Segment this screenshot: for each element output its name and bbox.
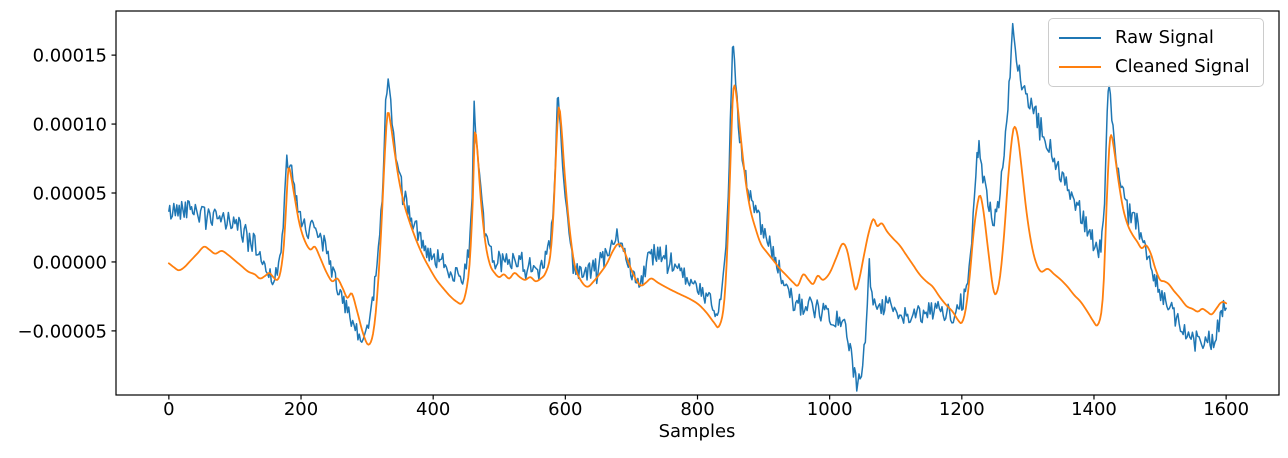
x-tick-label-0: 0 <box>163 399 174 420</box>
x-axis-tick-labels: 0 200 400 600 800 1000 1200 1400 1600 <box>163 399 1249 420</box>
x-axis-label: Samples <box>658 421 736 442</box>
y-tick-label-1: 0.00000 <box>33 252 107 273</box>
x-tick-label-600: 600 <box>548 399 582 420</box>
cleaned-signal-line <box>167 84 1228 346</box>
y-axis-tick-labels: −0.00005 0.00000 0.00005 0.00010 0.00015 <box>17 46 107 343</box>
x-tick-label-1200: 1200 <box>939 399 985 420</box>
raw-signal-line <box>168 22 1227 392</box>
legend-entry-raw-signal: Raw Signal <box>1059 26 1253 50</box>
x-tick-label-200: 200 <box>284 399 318 420</box>
y-tick-label-4: 0.00015 <box>33 46 107 67</box>
x-tick-label-1600: 1600 <box>1203 399 1249 420</box>
legend: Raw Signal Cleaned Signal <box>1048 18 1264 87</box>
legend-line-cleaned-icon <box>1059 66 1101 68</box>
legend-line-raw-icon <box>1059 37 1101 39</box>
x-tick-label-400: 400 <box>416 399 450 420</box>
y-tick-label-2: 0.00005 <box>33 184 107 205</box>
y-tick-label-3: 0.00010 <box>33 115 107 136</box>
legend-label-raw-signal: Raw Signal <box>1115 27 1214 48</box>
x-axis-ticks <box>168 395 1227 400</box>
legend-label-cleaned-signal: Cleaned Signal <box>1115 56 1250 77</box>
y-axis-ticks <box>111 54 116 332</box>
legend-entry-cleaned-signal: Cleaned Signal <box>1059 55 1253 79</box>
x-tick-label-800: 800 <box>680 399 714 420</box>
y-tick-label-0: −0.00005 <box>17 321 107 342</box>
x-tick-label-1400: 1400 <box>1071 399 1117 420</box>
x-tick-label-1000: 1000 <box>807 399 853 420</box>
